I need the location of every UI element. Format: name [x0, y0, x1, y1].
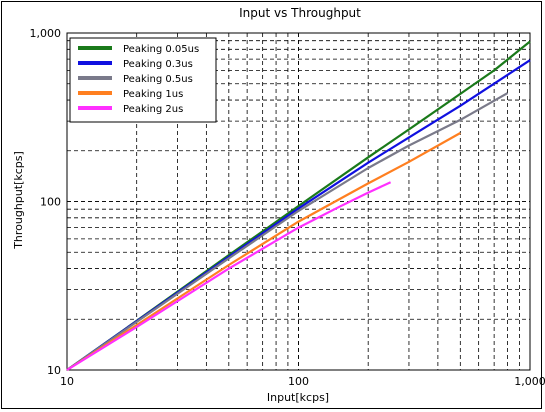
chart-title: Input vs Throughput [239, 6, 361, 20]
x-axis-label: Input[kcps] [267, 391, 329, 404]
legend-label: Peaking 0.3us [123, 59, 193, 70]
x-tick-label: 10 [60, 375, 74, 388]
legend-label: Peaking 1us [123, 89, 183, 100]
series-line-3 [66, 92, 509, 371]
series-lines [66, 40, 531, 371]
series-line-4 [66, 132, 461, 371]
x-tick-label: 1,000 [514, 375, 545, 388]
y-tick-label: 100 [40, 196, 61, 209]
y-tick-label: 10 [47, 364, 61, 377]
plot-area [66, 32, 531, 371]
tick-labels: 10 100 1,000 10 100 1,000 [30, 27, 545, 388]
x-tick-label: 100 [288, 375, 309, 388]
y-axis-label: Throughput[kcps] [12, 151, 25, 250]
grid [67, 33, 530, 370]
legend: Peaking 0.05us Peaking 0.3us Peaking 0.5us… [69, 37, 217, 123]
y-tick-label: 1,000 [30, 27, 62, 40]
legend-label: Peaking 0.05us [123, 44, 199, 55]
legend-label: Peaking 0.5us [123, 74, 193, 85]
series-line-5 [66, 181, 392, 371]
legend-label: Peaking 2us [123, 104, 183, 115]
